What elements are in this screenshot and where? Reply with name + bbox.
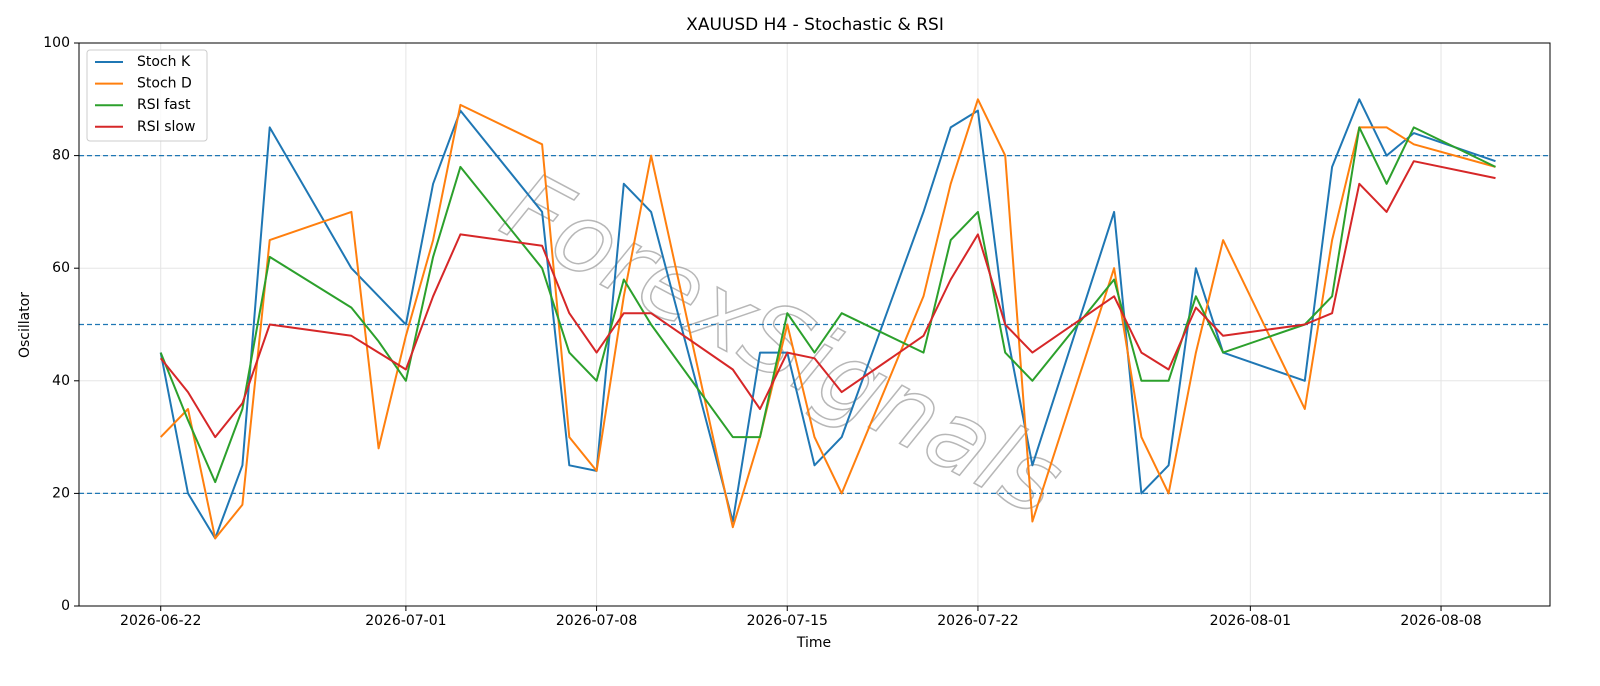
y-axis-label: Oscillator xyxy=(17,292,33,358)
y-tick-label: 20 xyxy=(52,485,70,501)
legend-label: Stoch K xyxy=(137,54,191,70)
x-tick-label: 2026-07-22 xyxy=(937,613,1018,629)
y-tick-label: 40 xyxy=(52,373,70,389)
legend-label: RSI slow xyxy=(137,119,195,135)
x-tick-label: 2026-08-01 xyxy=(1210,613,1291,629)
y-tick-label: 0 xyxy=(61,598,70,614)
series-line xyxy=(159,160,1496,439)
x-tick-label: 2026-07-01 xyxy=(365,613,446,629)
x-tick-label: 2026-06-22 xyxy=(120,613,201,629)
series-line xyxy=(159,98,1496,540)
y-tick-label: 80 xyxy=(52,148,70,164)
legend-label: RSI fast xyxy=(137,97,191,113)
x-axis-label: Time xyxy=(796,635,831,651)
legend: Stoch K Stoch D RSI fast RSI slow xyxy=(86,49,208,142)
legend-box xyxy=(86,49,208,142)
plot-frame xyxy=(78,42,1551,607)
series-line xyxy=(159,126,1496,484)
y-tick-label: 60 xyxy=(52,260,70,276)
legend-label: Stoch D xyxy=(137,76,192,92)
series-line xyxy=(159,98,1496,540)
y-tick-label: 100 xyxy=(43,35,70,51)
x-tick-label: 2026-08-08 xyxy=(1400,613,1481,629)
x-tick-label: 2026-07-15 xyxy=(747,613,828,629)
chart-title: XAUUSD H4 - Stochastic & RSI xyxy=(686,15,944,35)
x-tick-label: 2026-07-08 xyxy=(556,613,637,629)
